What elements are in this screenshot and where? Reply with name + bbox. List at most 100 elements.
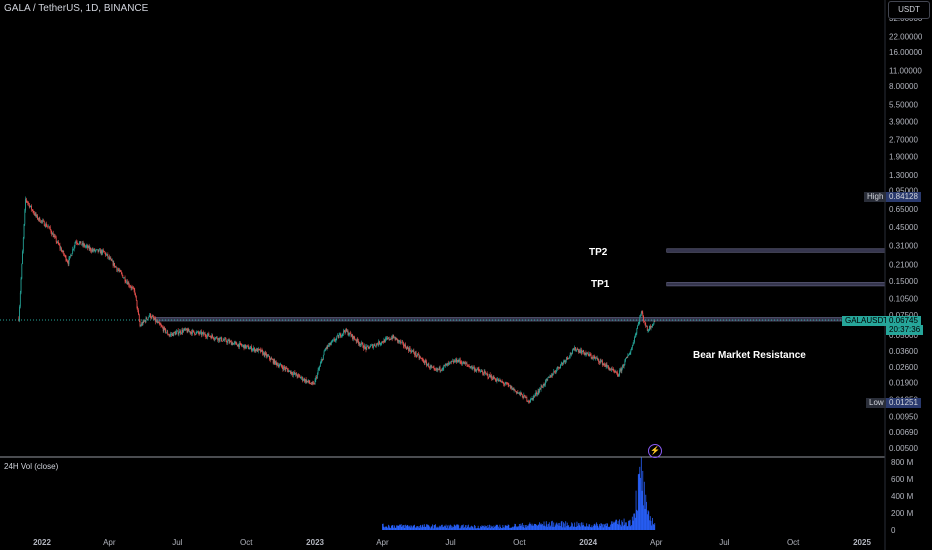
- candle-body: [459, 359, 461, 362]
- candle-body: [87, 245, 89, 248]
- volume-bar: [550, 525, 552, 530]
- candle-body: [111, 260, 113, 262]
- candle-body: [628, 355, 629, 356]
- volume-bar: [637, 510, 638, 530]
- candle-body: [108, 256, 109, 258]
- volume-bar: [450, 525, 452, 530]
- tp2-label[interactable]: TP2: [589, 247, 608, 258]
- candle-body: [509, 385, 511, 387]
- zone-tp1[interactable]: [666, 282, 886, 287]
- countdown-tag: 20:37:36: [886, 325, 924, 335]
- candle-body: [649, 325, 650, 331]
- candle-body: [33, 212, 35, 214]
- candle-body: [454, 360, 456, 362]
- volume-bar: [536, 525, 537, 530]
- price-tick-label: 16.00000: [889, 48, 923, 57]
- candle-body: [213, 338, 215, 340]
- volume-tick-label: 600 M: [891, 475, 914, 484]
- zone-bear-market-resistance[interactable]: [154, 317, 886, 322]
- lightning-icon[interactable]: ⚡: [648, 444, 662, 458]
- volume-bar: [416, 526, 418, 530]
- candle-body: [400, 342, 402, 343]
- volume-bar: [460, 526, 462, 530]
- candle-body: [243, 345, 245, 349]
- candle-body: [411, 350, 412, 353]
- candle-body: [483, 373, 484, 375]
- candle-body: [337, 335, 339, 338]
- candle-body: [190, 331, 192, 333]
- candle-body: [269, 358, 271, 361]
- time-tick-label: Apr: [103, 538, 116, 547]
- candle-body: [549, 375, 551, 378]
- candle-body: [333, 339, 335, 341]
- volume-bar: [485, 526, 487, 530]
- volume-bar: [542, 525, 544, 530]
- candle-body: [416, 355, 418, 357]
- candlestick-series: [18, 196, 656, 404]
- candle-body: [404, 344, 406, 347]
- price-axis[interactable]: 32.0000022.0000016.0000011.000008.000005…: [889, 14, 923, 453]
- candle-body: [25, 198, 27, 201]
- candle-body: [563, 360, 565, 362]
- candle-body: [630, 350, 632, 353]
- candle-body: [96, 249, 98, 251]
- volume-bar: [430, 526, 432, 530]
- volume-bar: [645, 494, 647, 530]
- candle-body: [185, 328, 187, 330]
- volume-bar: [574, 522, 576, 530]
- resistance-label[interactable]: Bear Market Resistance: [693, 350, 806, 361]
- volume-bar: [622, 522, 623, 530]
- candle-body: [74, 243, 76, 247]
- volume-tick-label: 400 M: [891, 492, 914, 501]
- time-axis[interactable]: 2022 Apr Jul Oct 2023 Apr Jul Oct 2024 Apr Jul Oct 2…: [33, 538, 871, 547]
- volume-bar: [397, 525, 399, 530]
- candle-body: [156, 321, 158, 323]
- volume-bar: [455, 526, 457, 530]
- candle-body: [443, 365, 445, 369]
- candle-body: [643, 320, 645, 322]
- candle-body: [43, 221, 45, 226]
- candle-body: [572, 349, 574, 351]
- candle-body: [257, 348, 259, 352]
- candle-body: [413, 350, 415, 354]
- volume-bar: [415, 527, 417, 530]
- candle-body: [543, 384, 545, 386]
- candle-body: [348, 334, 350, 336]
- volume-title: 24H Vol (close): [4, 462, 59, 471]
- candle-body: [97, 249, 99, 252]
- candle-body: [447, 363, 449, 364]
- candle-body: [30, 205, 32, 207]
- candle-body: [517, 392, 519, 394]
- volume-bar: [650, 520, 652, 530]
- candle-body: [206, 334, 208, 338]
- volume-bar: [632, 520, 634, 530]
- high-tag-label: High: [864, 192, 887, 202]
- volume-bar: [420, 527, 422, 530]
- candle-body: [221, 341, 223, 342]
- candle-body: [491, 375, 493, 379]
- candle-body: [631, 348, 632, 351]
- candle-body: [389, 339, 391, 341]
- candle-body: [55, 236, 56, 238]
- candle-body: [254, 347, 255, 352]
- candle-body: [442, 368, 444, 370]
- candle-body: [537, 390, 539, 394]
- candle-body: [447, 363, 448, 366]
- volume-bar: [539, 524, 541, 530]
- volume-bar: [584, 526, 586, 530]
- candle-body: [647, 330, 649, 332]
- volume-bar: [531, 523, 533, 530]
- candle-body: [572, 349, 573, 354]
- volume-axis[interactable]: 800 M 600 M 400 M 200 M 0: [891, 458, 914, 535]
- volume-bar: [575, 526, 577, 530]
- tp1-label[interactable]: TP1: [591, 279, 610, 290]
- currency-selector[interactable]: USDT: [888, 1, 930, 19]
- volume-bar: [417, 526, 419, 530]
- candle-body: [593, 356, 594, 359]
- volume-bar: [466, 525, 468, 530]
- candle-body: [160, 325, 162, 326]
- zone-tp2[interactable]: [666, 248, 886, 253]
- volume-bar: [517, 526, 519, 530]
- candle-body: [307, 380, 309, 382]
